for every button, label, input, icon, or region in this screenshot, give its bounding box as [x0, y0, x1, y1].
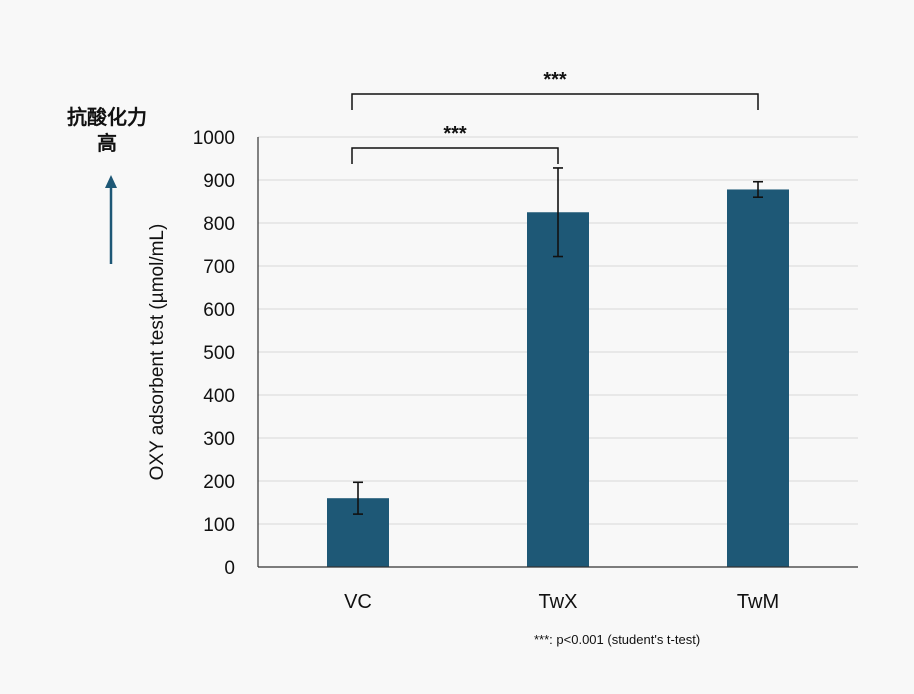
significance-bracket	[351, 147, 559, 164]
up-arrow-icon	[105, 175, 117, 264]
side-label-high: 高	[97, 131, 117, 155]
y-tick-label: 300	[203, 429, 235, 450]
y-tick-label: 600	[203, 300, 235, 321]
y-axis-label: OXY adsorbent test (µmol/mL)	[147, 224, 168, 481]
error-bars	[353, 167, 763, 515]
y-tick-label: 0	[224, 558, 235, 579]
y-tick-label: 400	[203, 386, 235, 407]
x-category-label: TwM	[737, 591, 779, 613]
y-tick-label: 900	[203, 171, 235, 192]
significance-brackets: *** ***	[351, 69, 759, 164]
y-tick-label: 500	[203, 343, 235, 364]
footnote: ***: p<0.001 (student's t-test)	[534, 632, 700, 647]
y-tick-label: 1000	[193, 128, 235, 149]
x-category-labels: VC TwX TwM	[344, 591, 779, 613]
side-label-antioxidant: 抗酸化力	[67, 105, 147, 129]
significance-bracket	[351, 93, 759, 110]
y-tick-label: 100	[203, 515, 235, 536]
y-tick-label: 800	[203, 214, 235, 235]
x-category-label: TwX	[539, 591, 578, 613]
bar-twx	[527, 212, 589, 567]
y-tick-label: 700	[203, 257, 235, 278]
bar-twm	[727, 189, 789, 567]
axes	[257, 137, 858, 568]
y-tick-labels: 0 100 200 300 400 500 600 700 800 900 1000	[193, 128, 235, 579]
x-category-label: VC	[344, 591, 372, 613]
significance-label: ***	[543, 69, 567, 91]
y-tick-label: 200	[203, 472, 235, 493]
significance-label: ***	[443, 123, 467, 145]
